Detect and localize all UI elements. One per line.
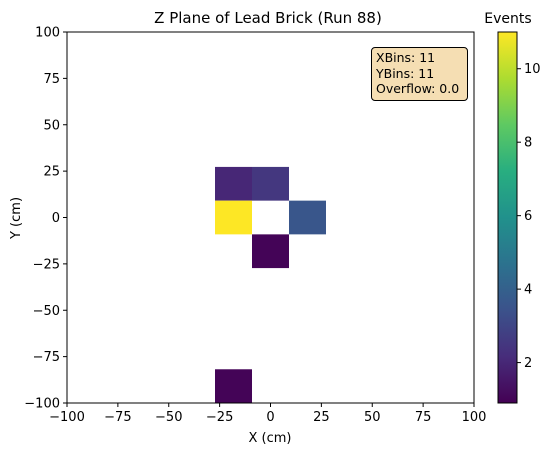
y-axis-label: Y (cm) xyxy=(9,197,24,240)
y-tick-label: 50 xyxy=(43,118,60,133)
x-tick-label: −50 xyxy=(155,410,182,425)
x-tick-label: −100 xyxy=(49,410,85,425)
stats-overflow: Overflow: 0.0 xyxy=(376,81,460,96)
y-axis-ticks: −100 −75 −50 −25 0 25 50 75 100 xyxy=(24,26,67,412)
colorbar-tick-label: 4 xyxy=(524,283,532,298)
y-tick-label: 0 xyxy=(52,211,60,226)
stats-box: XBins: 11 YBins: 11 Overflow: 0.0 xyxy=(371,47,468,101)
y-tick-label: 25 xyxy=(43,165,60,180)
x-tick-label: 100 xyxy=(462,410,487,425)
y-tick-label: −25 xyxy=(33,257,60,272)
x-axis-ticks: −100 −75 −50 −25 0 25 50 75 100 xyxy=(49,403,486,425)
x-tick-label: 25 xyxy=(313,410,330,425)
histogram-bin xyxy=(215,200,253,235)
histogram-bin xyxy=(215,166,253,201)
colorbar-tick-label: 10 xyxy=(524,62,541,77)
stats-ybins: YBins: 11 xyxy=(376,65,435,81)
colorbar-tick-label: 2 xyxy=(524,356,532,371)
x-tick-label: 0 xyxy=(266,410,274,425)
x-axis-label: X (cm) xyxy=(249,431,292,446)
colorbar-label: Events xyxy=(484,11,531,27)
y-tick-label: −50 xyxy=(33,304,60,319)
y-tick-label: 75 xyxy=(43,72,60,87)
histogram-bin xyxy=(252,234,289,269)
colorbar-tick-label: 6 xyxy=(524,209,532,224)
x-tick-label: −75 xyxy=(104,410,131,425)
y-tick-label: −100 xyxy=(24,397,60,412)
y-tick-label: −75 xyxy=(33,350,60,365)
stats-xbins: XBins: 11 xyxy=(376,50,436,65)
colorbar xyxy=(497,31,518,404)
x-tick-label: −25 xyxy=(206,410,233,425)
x-tick-label: 75 xyxy=(415,410,432,425)
chart-title: Z Plane of Lead Brick (Run 88) xyxy=(154,9,382,27)
histogram-bin xyxy=(215,369,253,403)
histogram-bins xyxy=(215,166,326,403)
y-tick-label: 100 xyxy=(35,26,60,41)
histogram-bin xyxy=(252,166,289,201)
x-tick-label: 50 xyxy=(364,410,381,425)
colorbar-tick-label: 8 xyxy=(524,136,532,151)
colorbar-ticks: 2 4 6 8 10 xyxy=(517,62,541,371)
histogram-bin xyxy=(288,200,326,235)
